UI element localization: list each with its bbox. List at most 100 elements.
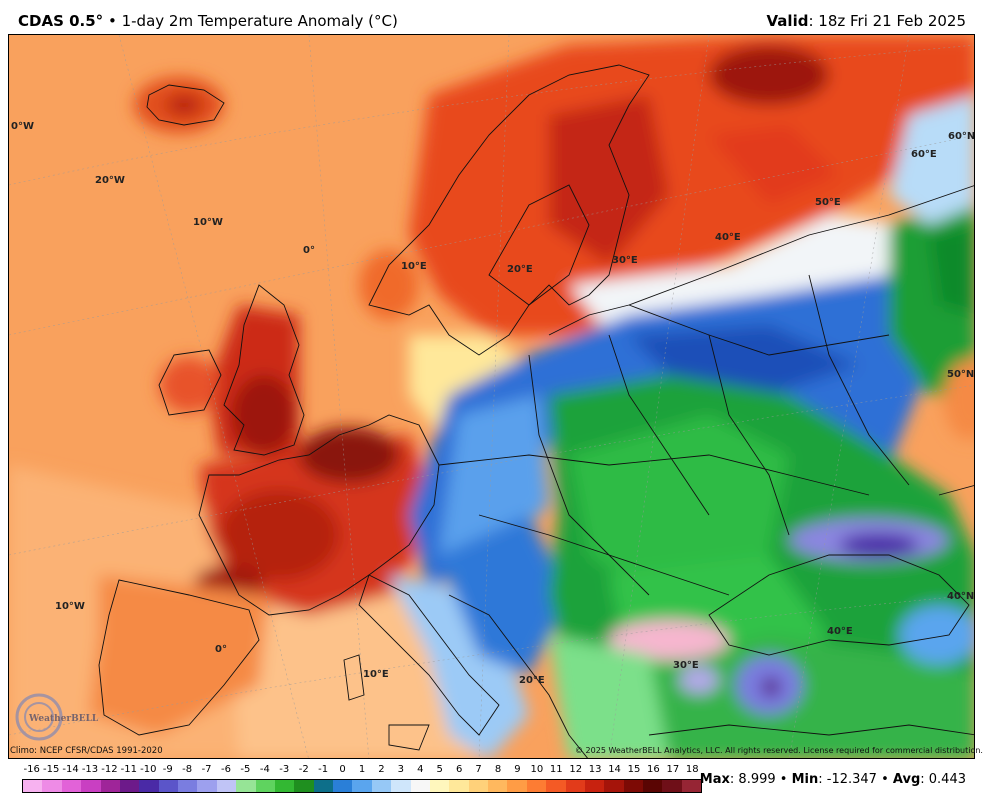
- product-name: 1-day 2m Temperature Anomaly (°C): [121, 12, 398, 30]
- legend-tick-label: -4: [259, 764, 270, 775]
- legend-color-cell: [352, 780, 372, 792]
- legend-tick-label: 17: [666, 764, 680, 775]
- legend-tick-label: 4: [417, 764, 424, 775]
- legend-color-bar: [22, 779, 702, 793]
- legend-color-cell: [333, 780, 353, 792]
- legend-color-cell: [565, 780, 585, 792]
- graticule: [9, 35, 974, 758]
- legend-tick-label: 11: [549, 764, 563, 775]
- legend-color-cell: [507, 780, 527, 792]
- label-10e-top: 10°E: [401, 261, 427, 272]
- map-canvas: 0°W 20°W 10°W 0° 10°E 20°E 30°E 40°E 50°…: [9, 35, 975, 758]
- copyright-note: © 2025 WeatherBELL Analytics, LLC. All r…: [575, 746, 983, 755]
- avg-label: Avg: [892, 772, 921, 787]
- legend-tick-label: -7: [201, 764, 212, 775]
- legend-color-cell: [410, 780, 430, 792]
- legend-tick-labels: -16 -15 -14 -13 -12 -11 -10 -9 -8 -7 -6 -5 -4 -3 -2 -1 0…: [22, 764, 702, 778]
- label-20e-bot: 20°E: [519, 675, 545, 686]
- legend-tick-label: 9: [514, 764, 521, 775]
- legend-tick-label: -11: [120, 764, 138, 775]
- label-30e-top: 30°E: [612, 255, 638, 266]
- color-legend: -16 -15 -14 -13 -12 -11 -10 -9 -8 -7 -6 -5 -4 -3 -2 -1 0…: [22, 764, 702, 796]
- legend-tick-label: 18: [685, 764, 699, 775]
- legend-color-cell: [526, 780, 547, 792]
- header: CDAS 0.5° • 1-day 2m Temperature Anomaly…: [0, 0, 984, 34]
- legend-tick-label: 6: [455, 764, 463, 775]
- legend-color-cell: [546, 780, 566, 792]
- valid-label: Valid: [766, 12, 809, 30]
- valid-time-value: : 18z Fri 21 Feb 2025: [808, 12, 966, 30]
- legend-color-cell: [100, 780, 120, 792]
- anomaly-map: 0°W 20°W 10°W 0° 10°E 20°E 30°E 40°E 50°…: [8, 34, 975, 759]
- field-stats: Max: 8.999 • Min: -12.347 • Avg: 0.443: [700, 772, 966, 787]
- legend-color-cell: [643, 780, 663, 792]
- label-40n: 40°N: [947, 591, 974, 602]
- label-0-top: 0°: [303, 245, 315, 256]
- logo-text: WeatherBELL: [28, 714, 99, 724]
- map-title: CDAS 0.5° • 1-day 2m Temperature Anomaly…: [18, 12, 398, 30]
- legend-color-cell: [604, 780, 624, 792]
- legend-color-cell: [255, 780, 275, 792]
- legend-color-cell: [61, 780, 82, 792]
- legend-tick-label: 8: [494, 764, 502, 775]
- title-bullet: •: [107, 12, 117, 30]
- legend-tick-label: -2: [298, 764, 309, 775]
- legend-tick-label: -12: [101, 764, 118, 775]
- legend-tick-label: -6: [221, 764, 231, 775]
- legend-tick-label: -10: [140, 764, 157, 775]
- legend-color-cell: [449, 780, 469, 792]
- min-label: Min: [791, 772, 819, 787]
- legend-tick-label: 12: [569, 764, 583, 775]
- label-60e: 60°E: [911, 149, 937, 160]
- climo-note: Climo: NCEP CFSR/CDAS 1991-2020: [10, 746, 163, 756]
- legend-color-cell: [429, 780, 450, 792]
- legend-color-cell: [81, 780, 101, 792]
- legend-tick-label: 0: [339, 764, 346, 775]
- label-30e-bot: 30°E: [673, 660, 699, 671]
- label-10w-bot: 10°W: [55, 601, 85, 612]
- legend-color-cell: [274, 780, 295, 792]
- label-40e-top: 40°E: [715, 232, 741, 243]
- max-label: Max: [699, 772, 730, 787]
- stats-sep-2: •: [876, 772, 893, 787]
- graticule-labels: 0°W 20°W 10°W 0° 10°E 20°E 30°E 40°E 50°…: [11, 121, 975, 686]
- legend-tick-label: 1: [358, 764, 366, 775]
- legend-color-cell: [294, 780, 314, 792]
- legend-tick-label: 13: [588, 764, 602, 775]
- avg-value: : 0.443: [920, 772, 966, 787]
- legend-color-cell: [42, 780, 62, 792]
- legend-tick-label: -5: [240, 764, 251, 775]
- legend-tick-label: -16: [23, 764, 40, 775]
- legend-tick-label: -1: [318, 764, 329, 775]
- legend-color-cell: [391, 780, 411, 792]
- coastlines: [98, 64, 974, 758]
- legend-tick-label: -15: [42, 764, 60, 775]
- anomaly-field: [9, 35, 974, 758]
- label-40e-bot: 40°E: [827, 626, 853, 637]
- valid-time: Valid: 18z Fri 21 Feb 2025: [767, 12, 966, 30]
- legend-color-cell: [488, 780, 508, 792]
- legend-color-cell: [371, 780, 392, 792]
- legend-color-cell: [313, 780, 333, 792]
- label-50e: 50°E: [815, 197, 841, 208]
- legend-tick-label: 14: [608, 764, 621, 775]
- legend-tick-label: 5: [436, 764, 443, 775]
- legend-color-cell: [178, 780, 198, 792]
- legend-tick-label: 7: [475, 764, 482, 775]
- legend-color-cell: [23, 780, 43, 792]
- label-0-bot: 0°: [215, 644, 227, 655]
- legend-color-cell: [216, 780, 237, 792]
- model-degree: °: [95, 12, 104, 30]
- legend-color-cell: [119, 780, 140, 792]
- label-20e-top: 20°E: [507, 264, 533, 275]
- legend-color-cell: [584, 780, 605, 792]
- legend-color-cell: [623, 780, 643, 792]
- legend-tick-label: -3: [279, 764, 290, 775]
- label-0w: 0°W: [11, 121, 34, 132]
- min-value: : -12.347: [818, 772, 877, 787]
- label-10e-bot: 10°E: [363, 669, 389, 680]
- label-60n: 60°N: [948, 131, 975, 142]
- legend-color-cell: [158, 780, 178, 792]
- label-10w-top: 10°W: [193, 217, 223, 228]
- legend-tick-label: -9: [162, 764, 173, 775]
